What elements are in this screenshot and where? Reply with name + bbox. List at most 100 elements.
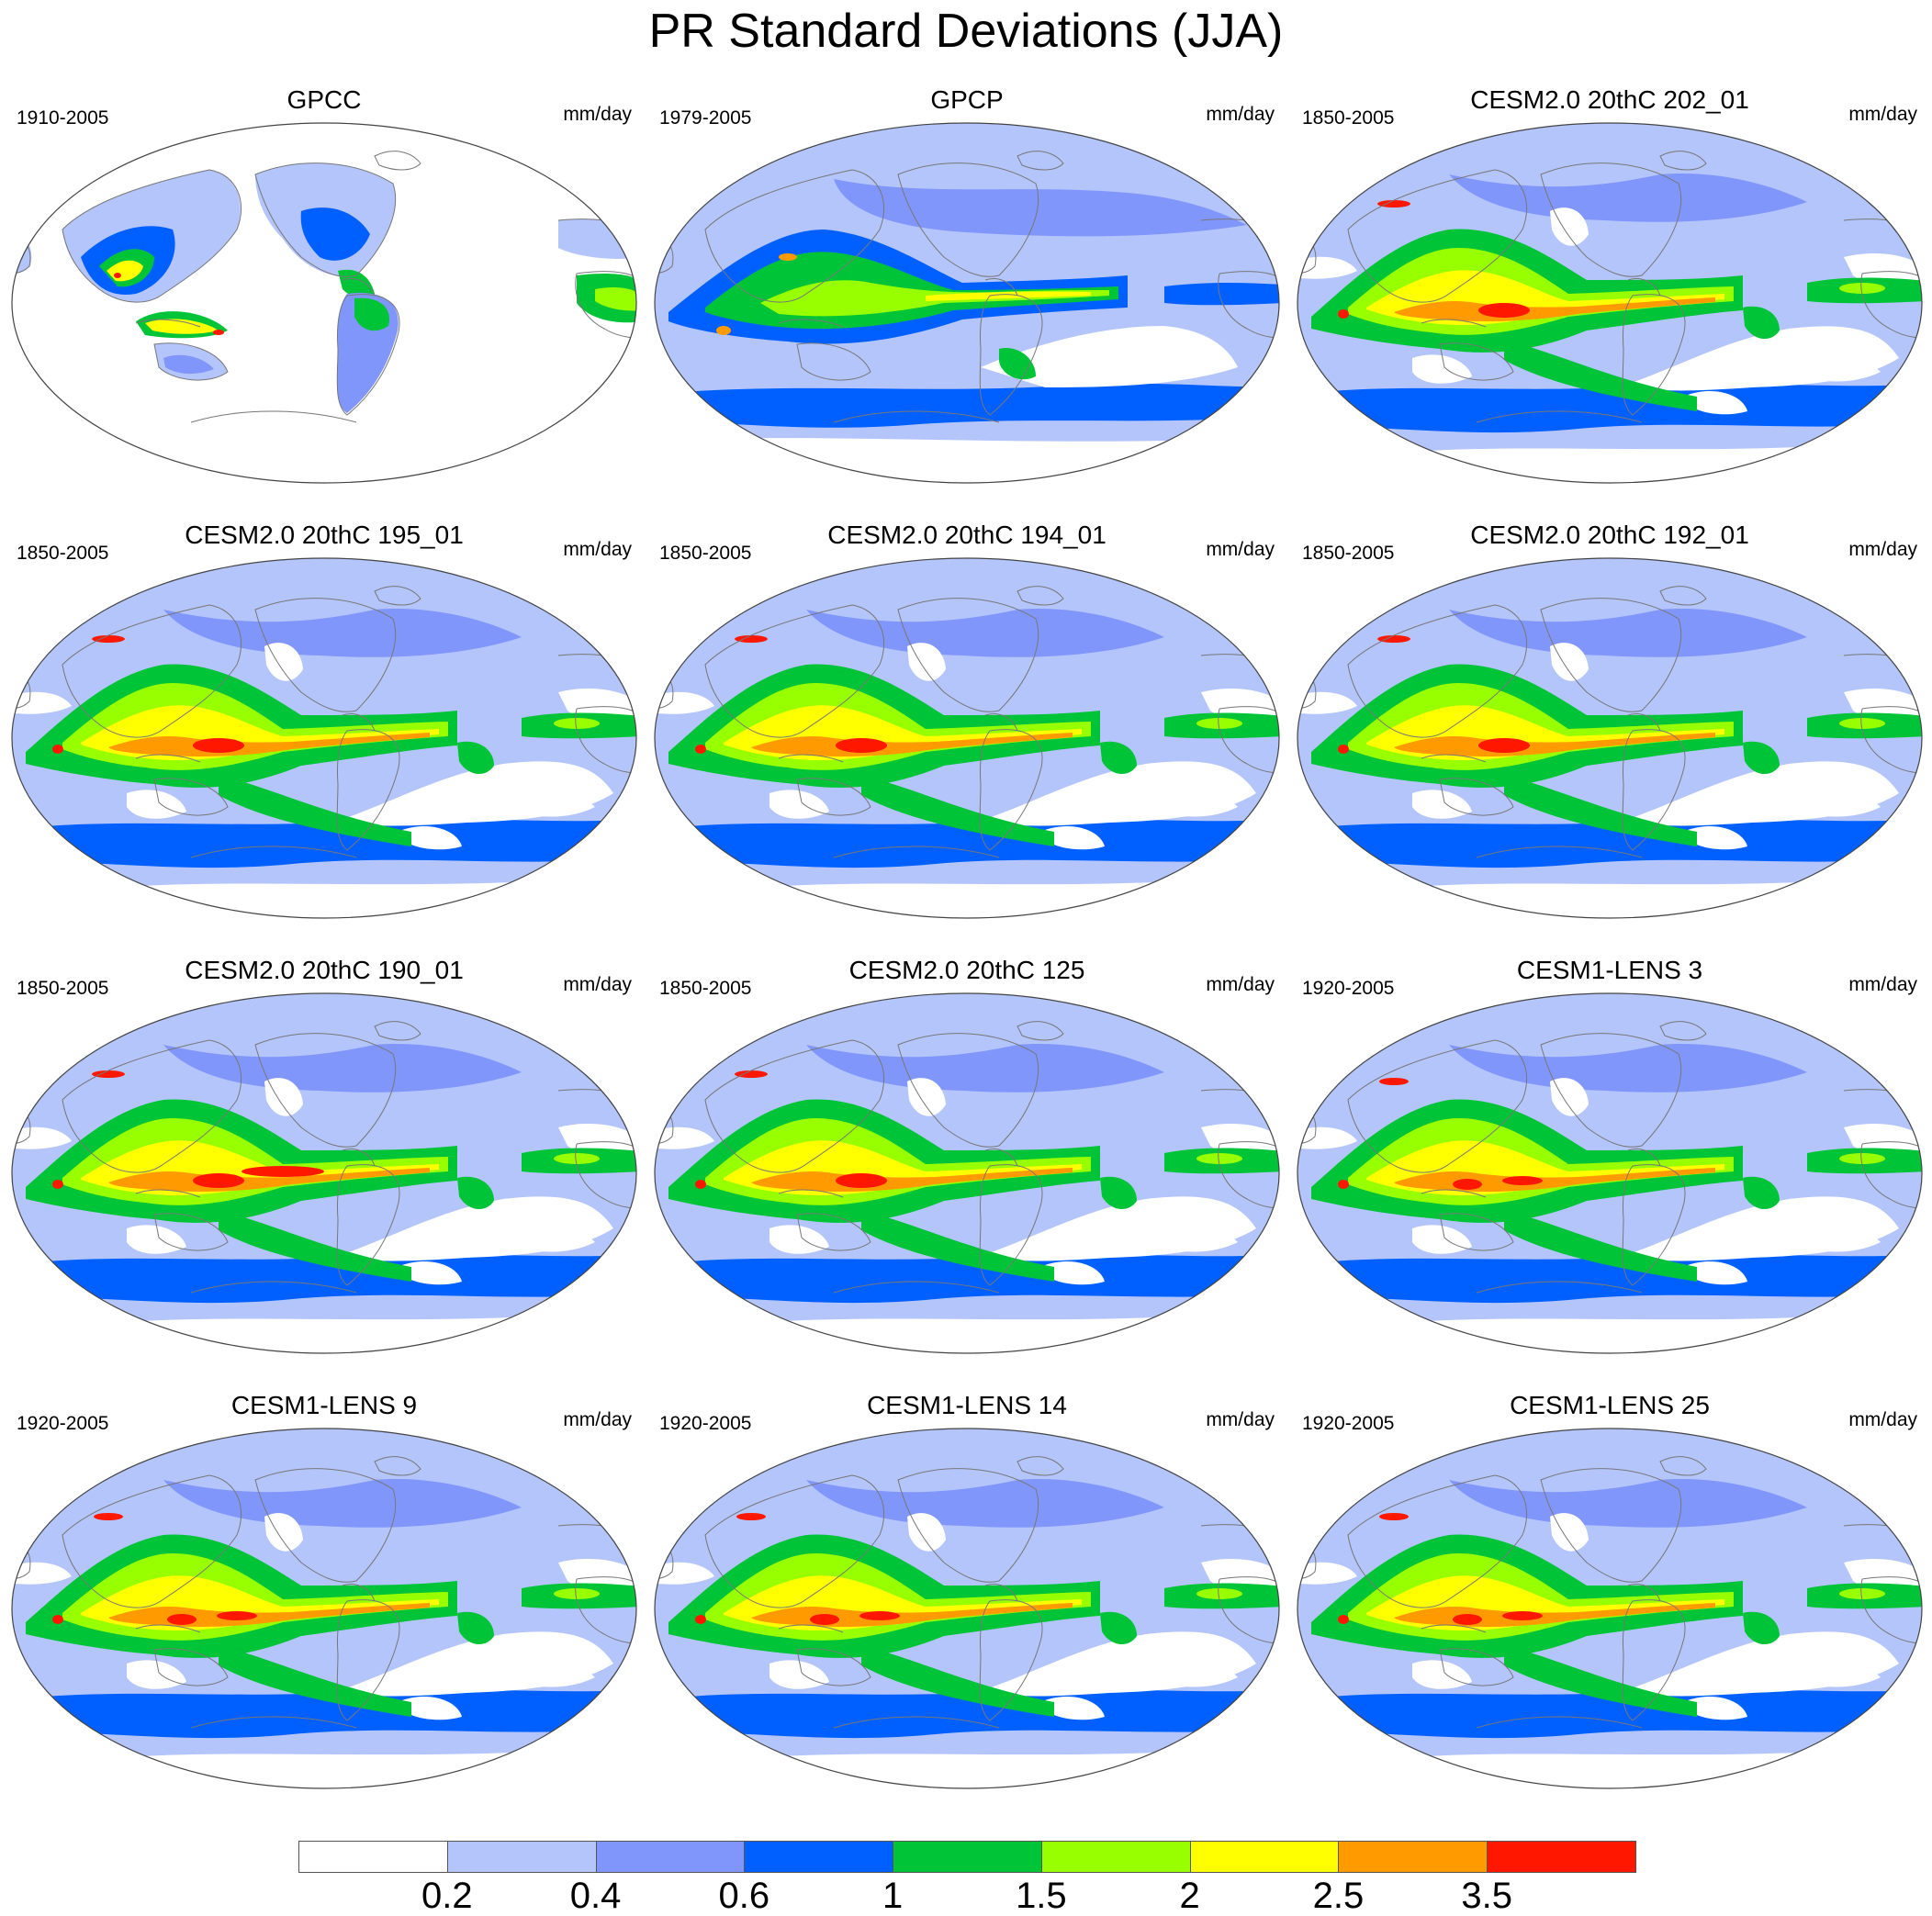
colorbar-swatch [744, 1841, 894, 1873]
panel-units: mm/day [1206, 974, 1275, 995]
pacific-warm-pool-band [108, 1168, 430, 1192]
map-border [1297, 992, 1923, 1354]
map-panel: GPCP 1979-2005 mm/day [650, 84, 1284, 488]
spcz-band [861, 1645, 1054, 1717]
panel-units: mm/day [1848, 539, 1917, 560]
panel-title: CESM2.0 20thC 190_01 [185, 956, 464, 984]
precip-maximum-0 [836, 738, 887, 753]
panel-title: CESM2.0 20thC 192_01 [1470, 521, 1749, 549]
panel-period: 1920-2005 [1302, 978, 1395, 999]
panel-units: mm/day [1848, 104, 1917, 125]
panel-title: CESM1-LENS 3 [1516, 956, 1703, 984]
map-panel: CESM2.0 20thC 192_01 1850-2005 mm/day [1293, 520, 1926, 924]
map-border [11, 1428, 637, 1789]
panel-period: 1979-2005 [659, 107, 752, 129]
world-map [1297, 1428, 1923, 1789]
precip-maximum-1 [1377, 200, 1410, 207]
panel-period: 1850-2005 [17, 543, 109, 564]
spcz-band [1504, 1645, 1697, 1717]
panel-title: CESM1-LENS 9 [230, 1391, 418, 1419]
panel-period: 1850-2005 [1302, 543, 1395, 564]
colorbar-swatch [1189, 1841, 1340, 1873]
precip-maximum-0 [836, 1173, 887, 1188]
southern-storm-track [12, 818, 636, 868]
southern-storm-track [655, 1688, 1279, 1739]
precip-maximum-1 [735, 635, 768, 643]
southern-storm-track [1297, 383, 1922, 433]
map-border [1297, 122, 1923, 484]
spcz-band [861, 1210, 1054, 1282]
northern-storm-track [1449, 1044, 1807, 1092]
map-panel: CESM2.0 20thC 190_01 1850-2005 mm/day [7, 955, 641, 1359]
colorbar-tick-label: 0.2 [421, 1876, 473, 1916]
panel-title: CESM2.0 20thC 194_01 [827, 521, 1106, 549]
northern-storm-track [806, 1044, 1164, 1092]
panel-units: mm/day [563, 104, 632, 125]
precip-maximum-0 [810, 1614, 839, 1625]
panel-units: mm/day [563, 974, 632, 995]
world-map [11, 992, 637, 1354]
precip-maximum-1 [92, 1070, 125, 1078]
northern-storm-track [163, 1479, 522, 1528]
colorbar-tick-label: 2.5 [1312, 1876, 1365, 1916]
map-panel: CESM2.0 20thC 194_01 1850-2005 mm/day [650, 520, 1284, 924]
map-border [1297, 557, 1923, 919]
precip-maximum-0 [1478, 738, 1530, 753]
colorbar-tick-label: 1 [882, 1876, 904, 1916]
coastlines [655, 151, 1279, 423]
precip-maximum-2 [242, 1166, 324, 1177]
precip-maximum-1 [1502, 1176, 1543, 1185]
colorbar-swatch [1040, 1841, 1191, 1873]
map-border [11, 122, 637, 484]
colorbar-swatch [595, 1841, 746, 1873]
map-panel: CESM1-LENS 14 1920-2005 mm/day [650, 1390, 1284, 1794]
panel-units: mm/day [1206, 1409, 1275, 1430]
spcz-band [861, 775, 1054, 846]
panel-period: 1910-2005 [17, 107, 109, 129]
panel-units: mm/day [1206, 104, 1275, 125]
world-map [654, 1428, 1280, 1789]
antarctica [191, 404, 356, 430]
southern-storm-track [1297, 1253, 1922, 1304]
map-panel: CESM2.0 20thC 125 1850-2005 mm/day [650, 955, 1284, 1359]
spcz-band [1504, 775, 1697, 846]
panel-title: CESM2.0 20thC 202_01 [1470, 85, 1749, 114]
world-map [11, 557, 637, 919]
world-map [11, 1428, 637, 1789]
precip-maximum-2 [1379, 1513, 1409, 1520]
panel-title: CESM2.0 20thC 195_01 [185, 521, 464, 549]
world-map [654, 122, 1280, 484]
map-border [11, 992, 637, 1354]
panel-period: 1850-2005 [659, 543, 752, 564]
panel-period: 1850-2005 [659, 978, 752, 999]
map-panel: CESM2.0 20thC 202_01 1850-2005 mm/day [1293, 84, 1926, 488]
pacific-warm-pool-band [1394, 297, 1715, 321]
southern-storm-track [1297, 818, 1922, 868]
coastlines [12, 586, 636, 858]
precip-maximum-1 [859, 1611, 900, 1620]
map-border [1297, 1428, 1923, 1789]
colorbar-tick-label: 2 [1179, 1876, 1200, 1916]
panel-title: CESM1-LENS 14 [867, 1391, 1067, 1419]
panel-period: 1850-2005 [1302, 107, 1395, 129]
precip-maximum-0 [1478, 303, 1530, 318]
coastlines [655, 586, 1279, 858]
precip-maximum-2 [736, 1513, 766, 1520]
panel-period: 1920-2005 [659, 1413, 752, 1434]
map-panel: CESM1-LENS 25 1920-2005 mm/day [1293, 1390, 1926, 1794]
precip-maximum-1 [735, 1070, 768, 1078]
southern-storm-track [1297, 1688, 1922, 1739]
northern-storm-track [1449, 609, 1807, 657]
colorbar-swatch [298, 1841, 448, 1873]
panel-period: 1920-2005 [17, 1413, 109, 1434]
colorbar-swatch [893, 1841, 1042, 1873]
precip-maximum-0 [193, 738, 244, 753]
spcz-band [219, 1645, 411, 1717]
colorbar-tick-label: 0.4 [569, 1876, 622, 1916]
precip-maximum-2 [94, 1513, 123, 1520]
colorbar-swatch [446, 1841, 597, 1873]
panel-units: mm/day [1206, 539, 1275, 560]
southern-storm-track [655, 818, 1279, 868]
northern-storm-track [806, 609, 1164, 657]
figure-title: PR Standard Deviations (JJA) [648, 5, 1284, 58]
